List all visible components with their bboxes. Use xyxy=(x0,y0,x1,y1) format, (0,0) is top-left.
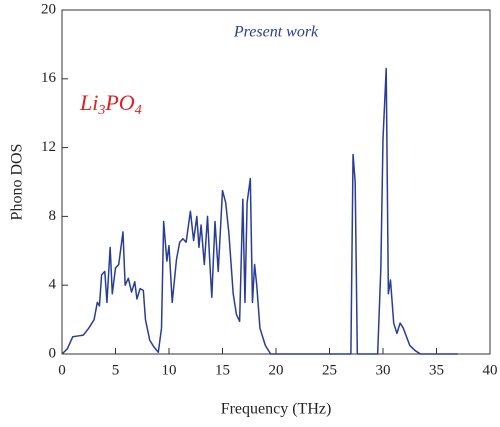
annotation: Present work xyxy=(233,24,319,41)
y-tick-label: 0 xyxy=(49,345,57,361)
y-axis-label: Phono DOS xyxy=(9,144,26,221)
x-tick-label: 0 xyxy=(58,362,66,378)
x-tick-label: 20 xyxy=(269,362,284,378)
formula-part: 3 xyxy=(97,103,105,118)
y-tick-label: 8 xyxy=(49,208,57,224)
y-tick-label: 20 xyxy=(41,1,56,17)
y-tick-label: 16 xyxy=(41,70,57,86)
x-tick-label: 10 xyxy=(162,362,177,378)
data-line xyxy=(61,67,458,355)
x-axis-label: Frequency (THz) xyxy=(221,401,332,418)
plot-frame xyxy=(61,9,491,355)
x-tick-label: 5 xyxy=(112,362,120,378)
y-tick-label: 12 xyxy=(41,139,56,155)
x-tick-label: 40 xyxy=(483,362,498,378)
x-tick-label: 35 xyxy=(429,362,444,378)
formula-part: Li xyxy=(79,90,98,115)
x-tick-label: 15 xyxy=(215,362,230,378)
formula: Li3PO4 xyxy=(79,90,142,118)
formula-part: PO xyxy=(104,90,134,115)
y-tick-label: 4 xyxy=(49,277,57,293)
x-tick-label: 25 xyxy=(322,362,337,378)
x-tick-label: 30 xyxy=(376,362,391,378)
formula-part: 4 xyxy=(135,103,142,118)
